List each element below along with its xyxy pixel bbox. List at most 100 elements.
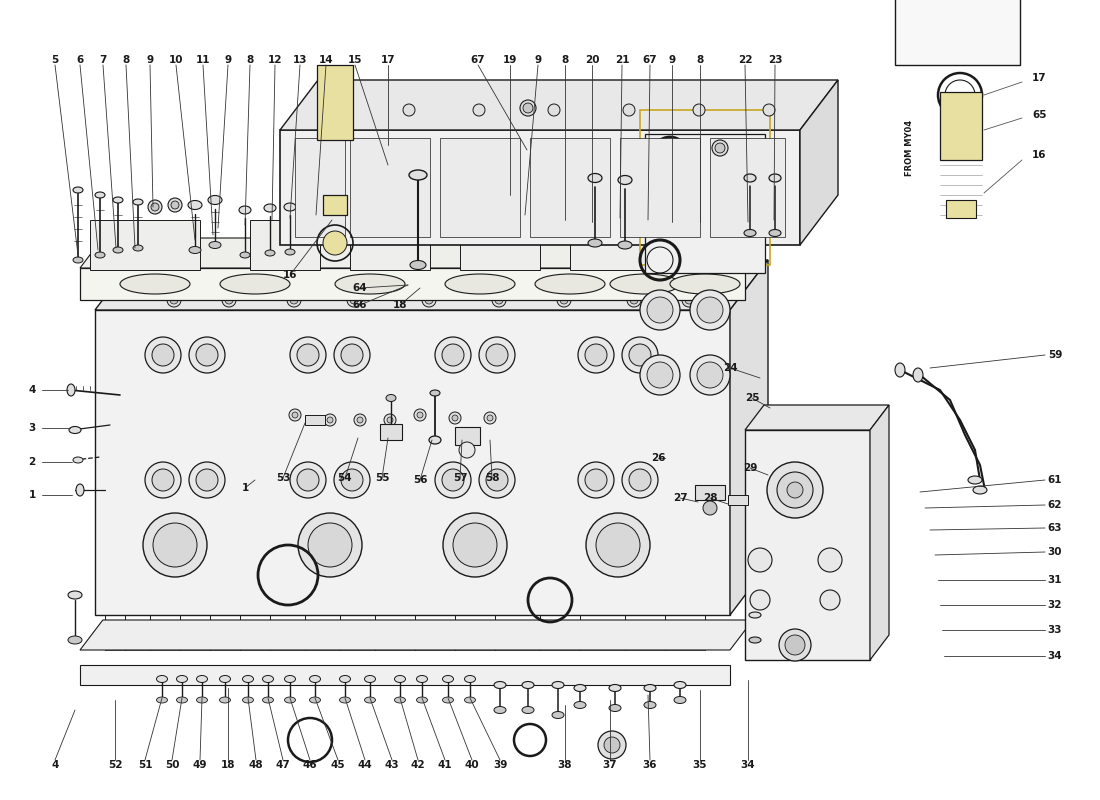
Circle shape [763,104,776,116]
Text: 51: 51 [138,760,152,770]
Bar [640,110,770,265]
Ellipse shape [95,252,104,258]
Circle shape [333,104,345,116]
Bar [317,65,353,140]
Ellipse shape [95,192,104,198]
Circle shape [350,296,358,304]
Ellipse shape [609,685,622,691]
Circle shape [196,344,218,366]
Circle shape [422,293,436,307]
Text: 9: 9 [224,55,232,65]
Circle shape [621,462,658,498]
Ellipse shape [618,175,632,185]
Circle shape [287,293,301,307]
Ellipse shape [284,203,296,211]
Ellipse shape [265,250,275,256]
Text: 6: 6 [76,55,84,65]
Circle shape [715,143,725,153]
Text: 55: 55 [375,473,389,483]
Text: 9: 9 [535,55,541,65]
Bar [620,138,700,237]
Text: 34: 34 [740,760,756,770]
Ellipse shape [364,675,375,682]
Ellipse shape [336,274,405,294]
Circle shape [152,469,174,491]
Text: 23: 23 [768,55,782,65]
Text: e-classicparts.com: e-classicparts.com [120,406,440,434]
Polygon shape [95,260,768,310]
Circle shape [492,293,506,307]
Ellipse shape [263,675,274,682]
Circle shape [779,629,811,661]
Ellipse shape [744,230,756,237]
Text: 18: 18 [221,760,235,770]
Circle shape [148,200,162,214]
Circle shape [712,140,728,156]
Circle shape [548,104,560,116]
Ellipse shape [522,682,534,689]
Text: 9: 9 [669,55,675,65]
Ellipse shape [176,697,187,703]
Circle shape [151,203,160,211]
Circle shape [145,337,182,373]
Text: 57: 57 [453,473,468,483]
Polygon shape [745,405,889,430]
Ellipse shape [386,394,396,402]
Text: 44: 44 [358,760,373,770]
Polygon shape [745,430,870,660]
Bar [439,258,490,270]
Text: 64: 64 [353,283,367,293]
Text: 56: 56 [412,475,427,485]
Circle shape [387,417,393,423]
Ellipse shape [197,675,208,682]
Circle shape [522,103,534,113]
Circle shape [384,414,396,426]
Text: 63: 63 [1047,523,1063,533]
Ellipse shape [610,274,680,294]
Circle shape [630,296,638,304]
Circle shape [170,296,178,304]
Ellipse shape [239,206,251,214]
Text: 1985: 1985 [607,454,752,526]
Text: 35: 35 [693,760,707,770]
Text: 65: 65 [1032,110,1046,120]
Text: 22: 22 [738,55,752,65]
Text: 5: 5 [52,55,58,65]
Circle shape [621,337,658,373]
Ellipse shape [644,702,656,709]
Ellipse shape [220,675,231,682]
Circle shape [290,462,326,498]
Circle shape [196,469,218,491]
Circle shape [403,104,415,116]
Ellipse shape [464,697,475,703]
Text: 49: 49 [192,760,207,770]
Text: 18: 18 [393,300,407,310]
Circle shape [777,472,813,508]
Bar [305,415,324,425]
Text: 34: 34 [1047,651,1063,661]
Polygon shape [730,260,768,615]
Text: 26: 26 [651,453,666,463]
Ellipse shape [409,170,427,180]
Ellipse shape [895,363,905,377]
Circle shape [629,469,651,491]
Text: 36: 36 [642,760,658,770]
Bar [379,424,401,440]
Circle shape [459,442,475,458]
Circle shape [473,104,485,116]
Ellipse shape [68,591,82,599]
Ellipse shape [133,245,143,251]
Circle shape [682,293,696,307]
Ellipse shape [156,697,167,703]
Circle shape [820,590,840,610]
Ellipse shape [309,697,320,703]
Polygon shape [95,310,730,615]
Text: 66: 66 [353,300,367,310]
Text: 53: 53 [276,473,290,483]
Ellipse shape [574,702,586,709]
Ellipse shape [494,706,506,714]
Ellipse shape [220,697,231,703]
Ellipse shape [494,682,506,689]
Text: 11: 11 [196,55,210,65]
Circle shape [189,462,226,498]
